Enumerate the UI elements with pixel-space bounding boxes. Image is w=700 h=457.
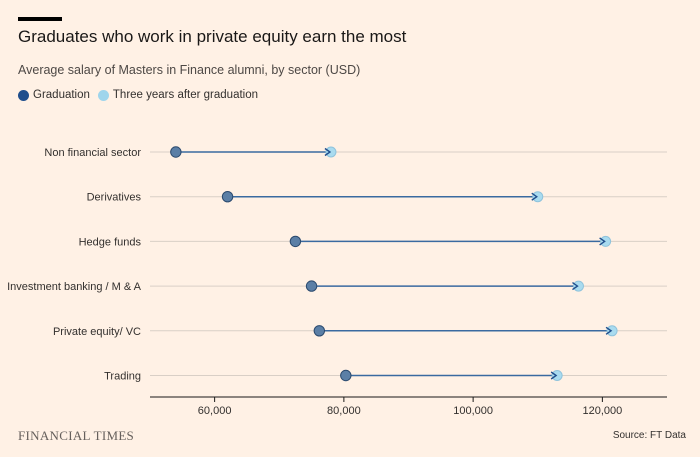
legend-swatch-graduation <box>18 89 29 101</box>
category-label-derivatives: Derivatives <box>87 192 142 204</box>
start-point-trading <box>340 369 352 382</box>
start-point-derivatives <box>221 191 234 203</box>
chart-title: Graduates who work in private equity ear… <box>18 27 407 46</box>
x-tick-label: 80,000 <box>327 405 361 417</box>
category-label-private-equity-vc: Private equity/ VC <box>53 326 141 338</box>
arrowhead-hedge-funds <box>599 237 606 246</box>
title-accent-bar <box>18 17 62 21</box>
x-tick-label: 120,000 <box>582 405 622 417</box>
arrowhead-investment-banking-m-a <box>572 282 579 291</box>
category-label-non-financial-sector: Non financial sector <box>44 147 141 159</box>
source-note: Source: FT Data <box>612 430 686 441</box>
legend-label-graduation: Graduation <box>33 89 90 101</box>
legend-label-three-years: Three years after graduation <box>112 89 259 101</box>
legend: Graduation Three years after graduation <box>18 89 266 101</box>
category-label-hedge-funds: Hedge funds <box>79 236 142 248</box>
start-point-hedge-funds <box>289 235 302 248</box>
ft-logo: FINANCIAL TIMES <box>18 428 135 443</box>
start-point-non-financial-sector <box>170 146 182 158</box>
legend-item-three-years: Three years after graduation <box>97 89 259 101</box>
x-tick-label: 100,000 <box>453 405 493 417</box>
legend-item-graduation: Graduation <box>18 89 90 101</box>
category-label-investment-banking-m-a: Investment banking / M & A <box>7 281 142 293</box>
start-point-private-equity-vc <box>313 325 326 337</box>
category-label-trading: Trading <box>104 371 141 383</box>
arrowhead-private-equity-vc <box>605 326 613 335</box>
x-tick-label: 60,000 <box>198 405 232 417</box>
arrowhead-derivatives <box>531 192 538 201</box>
chart-subtitle: Average salary of Masters in Finance alu… <box>18 63 361 77</box>
legend-swatch-three-years <box>97 89 109 101</box>
arrowhead-non-financial-sector <box>324 147 332 157</box>
start-point-investment-banking-m-a <box>305 280 318 292</box>
arrowhead-trading <box>550 371 558 380</box>
